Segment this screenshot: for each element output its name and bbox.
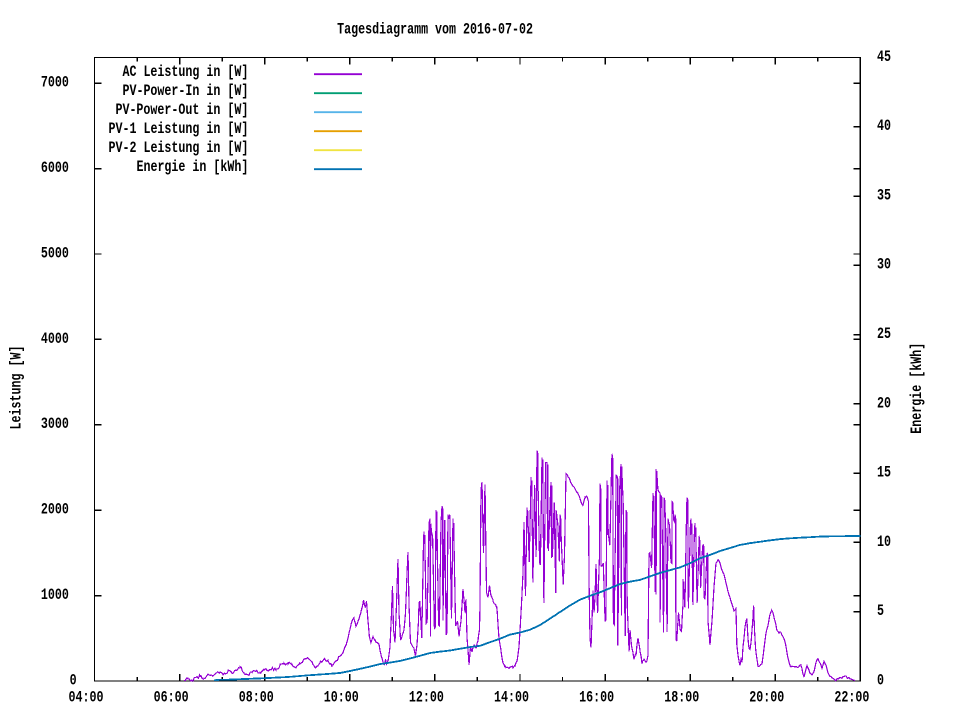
svg-text:Energie [kWh]: Energie [kWh] (908, 343, 926, 434)
svg-text:20:00: 20:00 (749, 690, 784, 707)
svg-text:2000: 2000 (41, 502, 69, 519)
svg-text:15: 15 (877, 465, 891, 482)
svg-text:16:00: 16:00 (579, 690, 614, 707)
svg-text:PV-1 Leistung in [W]: PV-1 Leistung in [W] (108, 121, 248, 139)
svg-text:18:00: 18:00 (664, 690, 699, 707)
svg-text:10:00: 10:00 (324, 690, 359, 707)
svg-text:3000: 3000 (41, 417, 69, 434)
svg-text:45: 45 (877, 50, 891, 67)
svg-text:Tagesdiagramm vom 2016-07-02: Tagesdiagramm vom 2016-07-02 (337, 21, 533, 39)
svg-text:6000: 6000 (41, 161, 69, 178)
svg-text:1000: 1000 (41, 588, 69, 605)
svg-text:AC Leistung in [W]: AC Leistung in [W] (122, 64, 248, 82)
svg-text:5000: 5000 (41, 246, 69, 263)
svg-text:5: 5 (877, 604, 884, 621)
svg-text:30: 30 (877, 257, 891, 274)
svg-text:25: 25 (877, 327, 891, 344)
svg-text:4000: 4000 (41, 331, 69, 348)
svg-text:14:00: 14:00 (494, 690, 529, 707)
svg-text:22:00: 22:00 (834, 690, 869, 707)
svg-text:20: 20 (877, 396, 891, 413)
svg-text:04:00: 04:00 (69, 690, 104, 707)
svg-text:0: 0 (877, 673, 884, 690)
svg-text:PV-Power-In in [W]: PV-Power-In in [W] (122, 83, 248, 101)
svg-text:08:00: 08:00 (239, 690, 274, 707)
svg-text:35: 35 (877, 188, 891, 205)
svg-text:10: 10 (877, 534, 891, 551)
svg-text:0: 0 (70, 673, 77, 690)
svg-text:40: 40 (877, 119, 891, 136)
svg-text:Leistung [W]: Leistung [W] (8, 346, 26, 430)
svg-text:PV-Power-Out in [W]: PV-Power-Out in [W] (115, 102, 248, 120)
svg-text:PV-2 Leistung in [W]: PV-2 Leistung in [W] (108, 140, 248, 158)
svg-text:12:00: 12:00 (409, 690, 444, 707)
svg-text:Energie in [kWh]: Energie in [kWh] (136, 159, 248, 177)
svg-text:06:00: 06:00 (154, 690, 189, 707)
svg-text:7000: 7000 (41, 75, 69, 92)
